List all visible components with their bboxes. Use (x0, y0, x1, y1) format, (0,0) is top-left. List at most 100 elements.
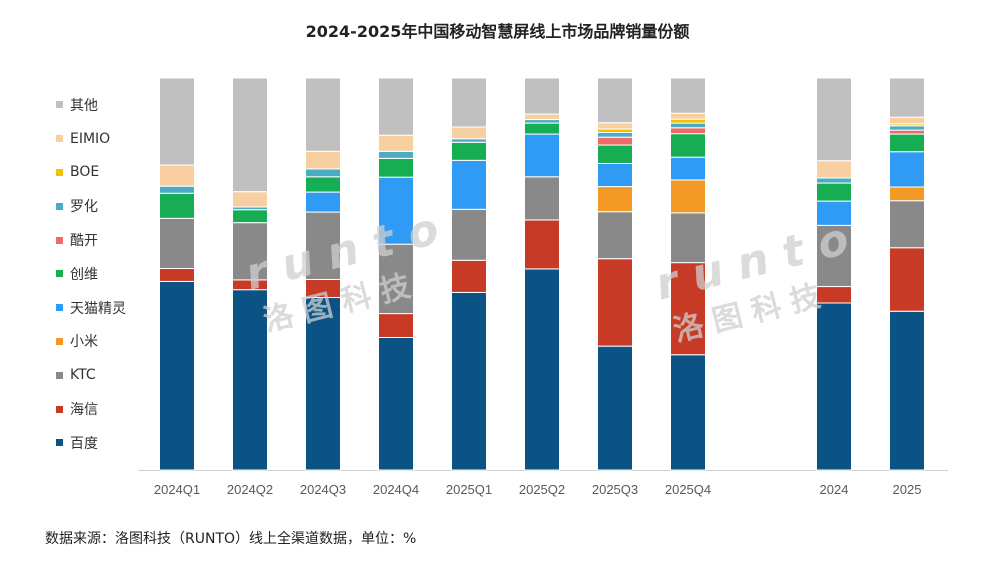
bar-segment (597, 258, 633, 347)
bar-segment (816, 177, 852, 184)
bar-segment (889, 186, 925, 202)
bar-segment (889, 310, 925, 471)
legend-item: 罗化 (56, 189, 176, 223)
bar-segment (451, 291, 487, 471)
bar-segment (670, 354, 706, 471)
x-tick-label: 2025 (893, 482, 922, 497)
legend-item: BOE (56, 156, 176, 190)
bar-segment (889, 129, 925, 135)
source-note: 数据来源：洛图科技（RUNTO）线上全渠道数据，单位：% (45, 531, 417, 547)
legend-label: 创维 (70, 266, 98, 283)
bar-segment (232, 191, 268, 208)
bar-segment (232, 289, 268, 471)
bar-segment (451, 141, 487, 161)
chart-title: 2024-2025年中国移动智慧屏线上市场品牌销量份额 (305, 22, 690, 41)
bar-segment (889, 200, 925, 249)
chart-legend: 其他 EIMIO BOE 罗化 酷开创维天猫精灵小米 KTC 海信百度 (56, 88, 176, 460)
bar-segment (159, 280, 195, 471)
bar-segment (159, 164, 195, 187)
bar-segment (305, 77, 341, 152)
x-tick-label: 2025Q1 (446, 482, 492, 497)
legend-item: 百度 (56, 426, 176, 460)
legend-label: 其他 (70, 97, 98, 114)
bar-segment (597, 136, 633, 146)
bar-segment (524, 219, 560, 270)
bar-segment (889, 116, 925, 125)
bar-segment (670, 112, 706, 120)
bar-segment (816, 224, 852, 288)
bar-segment (670, 127, 706, 135)
legend-label: 百度 (70, 435, 98, 452)
bar-segment (524, 113, 560, 121)
bar-segment (670, 133, 706, 158)
bar-segment (524, 176, 560, 221)
legend-swatch (56, 371, 63, 379)
bar-segment (597, 162, 633, 188)
legend-swatch (56, 304, 63, 312)
bar-stack-2025Q1 (451, 77, 487, 471)
bar-stack-2025 (889, 77, 925, 471)
bar-segment (816, 302, 852, 471)
legend-swatch (56, 101, 63, 109)
legend-swatch (56, 202, 63, 210)
bar-segment (451, 208, 487, 261)
x-tick-label: 2024 (820, 482, 849, 497)
bar-segment (670, 156, 706, 181)
legend-label: KTC (70, 367, 96, 384)
bar-segment (378, 313, 414, 339)
bar-segment (597, 144, 633, 164)
bar-segment (889, 247, 925, 312)
bar-segment (451, 159, 487, 210)
bar-segment (889, 125, 925, 131)
legend-swatch (56, 337, 63, 345)
bar-segment (159, 185, 195, 194)
bar-segment (305, 168, 341, 178)
bar-segment (524, 119, 560, 124)
bar-stack-2024Q4 (378, 77, 414, 471)
legend-item: 创维 (56, 257, 176, 291)
bar-segment (889, 77, 925, 118)
bar-segment (451, 126, 487, 140)
legend-item: 海信 (56, 392, 176, 426)
bar-stack-2025Q3 (597, 77, 633, 471)
x-tick-label: 2025Q4 (665, 482, 711, 497)
bar-segment (670, 122, 706, 129)
legend-item: 酷开 (56, 223, 176, 257)
bar-segment (378, 134, 414, 152)
x-tick-label: 2025Q3 (592, 482, 638, 497)
bar-segment (889, 133, 925, 153)
legend-item: 天猫精灵 (56, 291, 176, 325)
bar-segment (670, 118, 706, 124)
legend-label: EIMIO (70, 130, 111, 147)
bar-segment (378, 337, 414, 471)
bar-segment (378, 176, 414, 245)
bar-stack-2024Q3 (305, 77, 341, 471)
bar-segment (305, 150, 341, 170)
bar-segment (305, 211, 341, 280)
bar-segment (451, 138, 487, 143)
bar-segment (305, 191, 341, 213)
bar-segment (597, 186, 633, 213)
bar-stack-2025Q2 (524, 77, 560, 471)
bar-segment (670, 212, 706, 264)
bar-segment (816, 160, 852, 179)
bar-segment (159, 268, 195, 282)
bar-segment (670, 179, 706, 214)
x-tick-label: 2024Q2 (227, 482, 273, 497)
bar-segment (670, 262, 706, 356)
legend-label: 小米 (70, 334, 98, 351)
legend-item: 小米 (56, 325, 176, 359)
bar-segment (597, 77, 633, 124)
bar-segment (816, 182, 852, 202)
legend-swatch (56, 135, 63, 143)
bar-segment (305, 297, 341, 471)
bar-segment (524, 133, 560, 178)
bar-segment (232, 222, 268, 281)
legend-swatch (56, 405, 63, 413)
bar-segment (597, 128, 633, 133)
bar-segment (670, 77, 706, 114)
bar-segment (597, 345, 633, 471)
bar-segment (232, 77, 268, 193)
